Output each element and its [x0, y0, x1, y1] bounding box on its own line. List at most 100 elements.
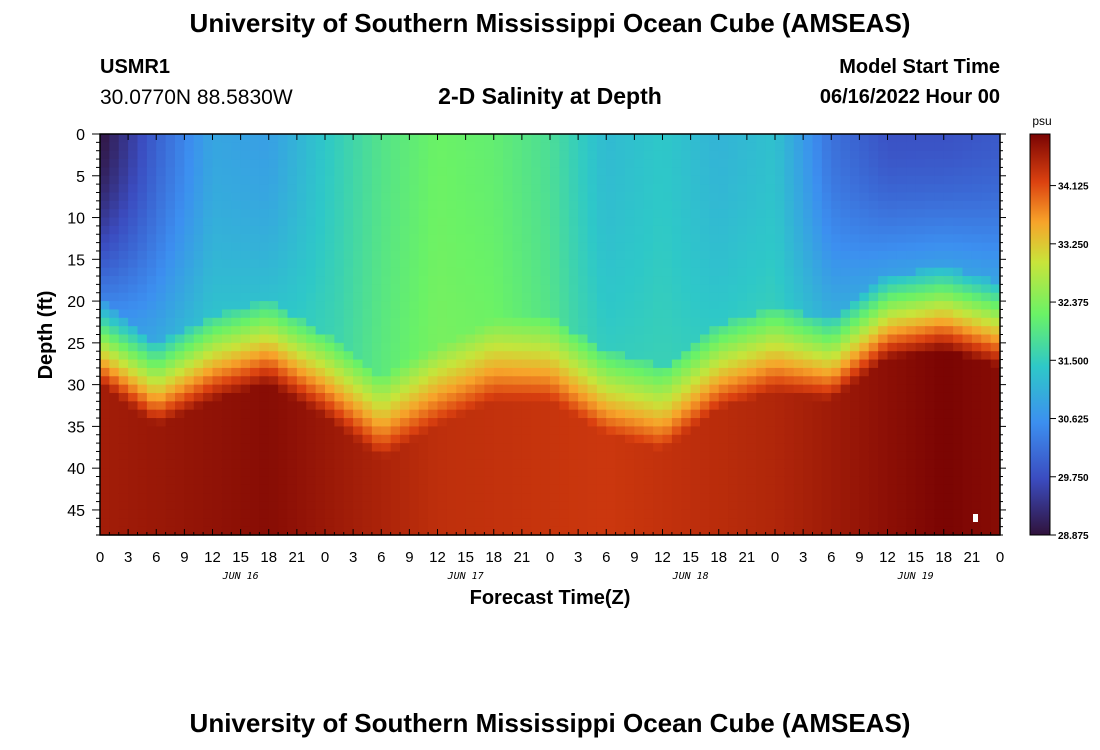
- heatmap-cell: [943, 484, 954, 494]
- heatmap-cell: [456, 134, 467, 143]
- heatmap-cell: [643, 359, 654, 369]
- heatmap-cell: [728, 367, 739, 377]
- heatmap-cell: [878, 301, 889, 311]
- heatmap-cell: [212, 259, 223, 269]
- heatmap-cell: [718, 217, 729, 227]
- heatmap-cell: [681, 359, 692, 369]
- heatmap-cell: [315, 209, 326, 219]
- heatmap-cell: [887, 317, 898, 327]
- heatmap-cell: [175, 276, 185, 285]
- heatmap-cell: [353, 309, 364, 319]
- heatmap-cell: [390, 526, 401, 536]
- heatmap-cell: [868, 142, 879, 152]
- heatmap-cell: [137, 134, 148, 143]
- heatmap-cell: [343, 250, 354, 260]
- heatmap-cell: [896, 267, 907, 277]
- heatmap-cell: [531, 301, 542, 311]
- heatmap-cell: [550, 167, 560, 177]
- y-tick-label: 20: [67, 294, 85, 311]
- heatmap-cell: [287, 493, 298, 503]
- heatmap-cell: [859, 142, 870, 152]
- heatmap-cell: [981, 167, 992, 177]
- heatmap-cell: [465, 217, 476, 227]
- heatmap-cell: [306, 267, 317, 277]
- heatmap-cell: [353, 493, 364, 503]
- heatmap-cell: [521, 526, 532, 536]
- heatmap-cell: [962, 384, 973, 394]
- heatmap-cell: [278, 359, 289, 369]
- heatmap-cell: [381, 509, 392, 519]
- heatmap-cell: [578, 384, 589, 394]
- heatmap-cell: [850, 434, 860, 444]
- heatmap-cell: [756, 301, 767, 311]
- heatmap-cell: [915, 443, 926, 453]
- heatmap-cell: [915, 150, 926, 160]
- heatmap-cell: [803, 468, 814, 478]
- heatmap-cell: [493, 209, 504, 219]
- heatmap-cell: [606, 484, 617, 494]
- heatmap-cell: [559, 159, 570, 169]
- heatmap-cell: [625, 392, 635, 402]
- heatmap-cell: [353, 142, 364, 152]
- heatmap-cell: [268, 392, 279, 402]
- heatmap-cell: [587, 317, 598, 327]
- heatmap-cell: [962, 376, 973, 386]
- heatmap-cell: [568, 401, 579, 411]
- heatmap-cell: [428, 376, 439, 386]
- heatmap-cell: [156, 276, 167, 285]
- heatmap-cell: [221, 342, 232, 352]
- heatmap-cell: [765, 451, 776, 461]
- heatmap-cell: [803, 242, 814, 252]
- heatmap-cell: [925, 501, 935, 511]
- heatmap-cell: [137, 434, 148, 444]
- heatmap-cell: [193, 217, 204, 227]
- heatmap-cell: [690, 392, 701, 402]
- heatmap-cell: [681, 242, 692, 252]
- heatmap-cell: [221, 526, 232, 536]
- heatmap-cell: [859, 175, 870, 185]
- heatmap-cell: [540, 418, 551, 427]
- heatmap-cell: [428, 134, 439, 143]
- heatmap-cell: [259, 242, 270, 252]
- x-tick-label: 0: [96, 549, 104, 566]
- heatmap-cell: [756, 359, 767, 369]
- heatmap-cell: [990, 184, 1001, 194]
- heatmap-cell: [146, 484, 157, 494]
- heatmap-cell: [137, 276, 148, 285]
- heatmap-cell: [559, 150, 570, 160]
- heatmap-cell: [812, 150, 823, 160]
- heatmap-cell: [250, 142, 260, 152]
- heatmap-cell: [971, 250, 982, 260]
- heatmap-cell: [315, 259, 326, 269]
- heatmap-cell: [240, 242, 251, 252]
- heatmap-cell: [390, 493, 401, 503]
- heatmap-cell: [634, 159, 645, 169]
- heatmap-cell: [934, 134, 945, 143]
- heatmap-cell: [662, 317, 673, 327]
- heatmap-cell: [906, 326, 917, 336]
- heatmap-cell: [475, 351, 485, 361]
- heatmap-cell: [690, 142, 701, 152]
- heatmap-cell: [793, 351, 804, 361]
- heatmap-cell: [212, 468, 223, 478]
- heatmap-cell: [887, 301, 898, 311]
- heatmap-cell: [250, 250, 260, 260]
- heatmap-cell: [653, 484, 664, 494]
- heatmap-cell: [409, 200, 420, 210]
- heatmap-cell: [165, 234, 176, 244]
- heatmap-cell: [184, 476, 195, 486]
- heatmap-cell: [868, 259, 879, 269]
- heatmap-cell: [662, 351, 673, 361]
- heatmap-cell: [418, 276, 429, 285]
- heatmap-cell: [906, 501, 917, 511]
- heatmap-cell: [568, 418, 579, 427]
- heatmap-cell: [634, 267, 645, 277]
- heatmap-cell: [793, 284, 804, 294]
- heatmap-cell: [109, 392, 120, 402]
- heatmap-cell: [681, 426, 692, 436]
- heatmap-cell: [653, 501, 664, 511]
- heatmap-cell: [296, 359, 307, 369]
- heatmap-cell: [962, 225, 973, 235]
- heatmap-cell: [578, 518, 589, 528]
- heatmap-cell: [165, 518, 176, 528]
